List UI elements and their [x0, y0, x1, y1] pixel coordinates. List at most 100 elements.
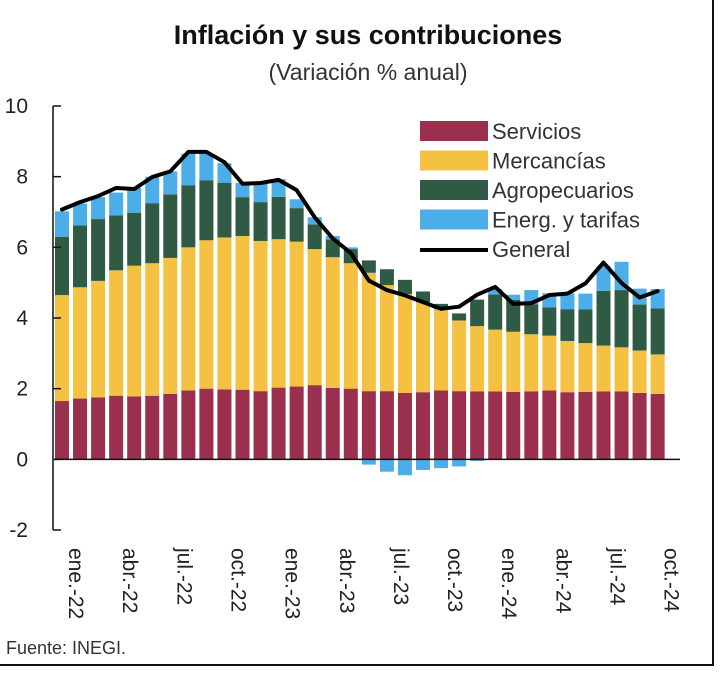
x-tick-label-6: jul.-23 [389, 547, 412, 605]
bar-2-2 [91, 219, 106, 281]
bar-1-24 [488, 329, 503, 392]
bar-0-1 [73, 398, 88, 460]
x-tick-label-7: oct.-23 [443, 548, 466, 612]
source-note: Fuente: INEGI. [6, 638, 126, 658]
y-tick-label-6: 10 [5, 95, 28, 118]
bar-2-24 [488, 294, 503, 330]
bar-2-18 [379, 269, 394, 286]
bar-1-31 [614, 347, 629, 392]
bar-2-23 [470, 299, 485, 327]
bar-2-6 [163, 194, 178, 258]
bar-2-32 [632, 304, 647, 351]
bar-0-30 [596, 391, 611, 460]
bar-0-18 [379, 391, 394, 460]
legend-label-3: Energ. y tarifas [492, 208, 640, 233]
chart-subtitle: (Variación % anual) [268, 59, 467, 85]
bar-2-5 [145, 203, 160, 264]
bar-3-19 [397, 459, 412, 476]
bar-2-4 [127, 212, 142, 266]
bar-0-26 [524, 391, 539, 460]
bar-2-20 [416, 291, 430, 303]
bar-2-11 [253, 202, 268, 241]
bar-2-29 [578, 309, 593, 344]
bar-1-18 [379, 285, 394, 392]
bar-2-28 [560, 309, 575, 341]
y-tick-label-3: 4 [16, 307, 28, 330]
legend-swatch-0 [420, 121, 488, 141]
bar-2-7 [181, 185, 196, 248]
x-tick-label-0: ene.-22 [64, 548, 87, 619]
y-tick-label-1: 0 [16, 448, 28, 471]
bar-0-4 [127, 396, 142, 460]
bar-0-8 [199, 388, 214, 460]
bar-2-19 [397, 279, 412, 294]
bar-2-27 [542, 307, 557, 336]
bar-3-31 [614, 261, 629, 291]
bar-2-33 [650, 308, 665, 355]
bar-0-6 [163, 393, 178, 460]
bar-3-5 [145, 176, 160, 204]
x-tick-label-2: jul.-22 [172, 547, 195, 605]
bar-1-12 [271, 239, 286, 388]
bar-3-7 [181, 153, 196, 186]
bar-1-11 [253, 240, 268, 392]
bar-3-3 [109, 192, 124, 216]
bar-3-28 [560, 293, 575, 310]
bar-1-22 [452, 320, 467, 392]
bar-1-4 [127, 265, 142, 397]
legend-label-general: General [492, 237, 570, 262]
bar-0-11 [253, 391, 268, 460]
bar-0-27 [542, 390, 557, 460]
bar-1-8 [199, 240, 214, 389]
bar-3-11 [253, 182, 268, 203]
axes-layer: -2 0 2 4 6 8 10 ene.-22 abr.-22 jul.-22 oct.-22 ene… [5, 95, 683, 620]
x-tick-label-1: abr.-22 [118, 548, 141, 613]
bar-3-16 [343, 247, 358, 250]
bar-2-22 [452, 313, 467, 321]
bar-0-12 [271, 387, 286, 460]
bar-2-3 [109, 215, 124, 271]
bar-3-20 [416, 459, 430, 470]
bar-1-13 [289, 241, 304, 387]
bar-1-15 [325, 257, 340, 388]
bar-0-2 [91, 397, 106, 460]
y-tick-label-4: 6 [16, 236, 28, 259]
bar-0-19 [397, 392, 412, 460]
chart-title: Inflación y sus contribuciones [174, 20, 563, 50]
bar-0-21 [434, 390, 449, 460]
bar-1-33 [650, 354, 665, 394]
bar-3-1 [73, 203, 88, 226]
bar-3-6 [163, 171, 178, 195]
bar-0-22 [452, 391, 467, 460]
general-line [60, 149, 660, 311]
bar-3-13 [289, 199, 304, 209]
y-tick-label-5: 8 [16, 166, 28, 189]
bar-1-29 [578, 343, 593, 392]
bar-1-27 [542, 335, 557, 391]
legend-swatch-2 [420, 180, 488, 200]
bar-1-25 [506, 331, 521, 392]
chart-frame [0, 0, 714, 666]
x-tick-label-5: abr.-23 [335, 548, 358, 613]
bar-2-13 [289, 208, 304, 242]
legend-swatch-1 [420, 150, 488, 171]
bar-1-32 [632, 350, 647, 393]
bars-layer [55, 153, 665, 476]
bar-1-3 [109, 270, 124, 396]
bar-0-5 [145, 395, 160, 460]
bar-0-7 [181, 390, 196, 460]
bar-2-25 [506, 299, 521, 332]
bar-0-20 [416, 392, 430, 460]
bar-3-18 [379, 459, 394, 472]
bar-0-13 [289, 386, 304, 460]
general-line-layer [60, 149, 660, 311]
bar-2-1 [73, 225, 88, 288]
bar-0-16 [343, 388, 358, 460]
bar-3-14 [307, 217, 322, 225]
bar-0-23 [470, 391, 485, 460]
bar-3-29 [578, 293, 593, 310]
bar-3-2 [91, 197, 106, 220]
bar-1-7 [181, 247, 196, 391]
bar-2-10 [235, 197, 250, 237]
